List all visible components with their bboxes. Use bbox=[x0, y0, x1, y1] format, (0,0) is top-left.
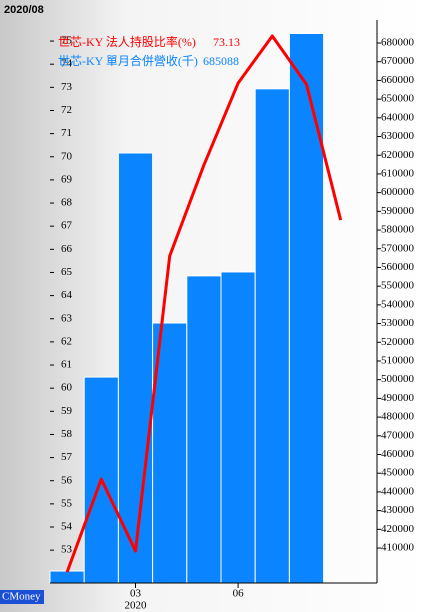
y-tick-label: 54 bbox=[61, 521, 73, 533]
y-tick-label: 68 bbox=[61, 197, 73, 209]
y2-tick-label: 650000 bbox=[381, 93, 415, 105]
y-tick-label: 61 bbox=[61, 359, 72, 371]
watermark: CMoney bbox=[2, 591, 41, 603]
y-tick-label: 72 bbox=[61, 104, 72, 116]
y2-tick-label: 490000 bbox=[381, 392, 415, 404]
y2-tick-label: 570000 bbox=[381, 242, 415, 254]
y-tick-label: 53 bbox=[61, 544, 73, 556]
y-tick-label: 58 bbox=[61, 428, 73, 440]
y-tick-label: 66 bbox=[61, 243, 73, 255]
y-tick-label: 65 bbox=[61, 266, 73, 278]
y2-tick-label: 540000 bbox=[381, 298, 415, 310]
bar bbox=[49, 570, 85, 584]
legend-label: 世芯-KY 法人持股比率(%) bbox=[58, 34, 196, 49]
y2-tick-label: 410000 bbox=[381, 542, 415, 554]
line bbox=[65, 34, 343, 573]
y-tick-label: 55 bbox=[61, 497, 73, 509]
y-tick-label: 57 bbox=[61, 451, 73, 463]
y-tick-label: 64 bbox=[61, 289, 73, 301]
y-tick-label: 73 bbox=[61, 81, 73, 93]
y2-tick-label: 560000 bbox=[381, 261, 415, 273]
y2-tick-label: 440000 bbox=[381, 485, 415, 497]
y2-tick-label: 670000 bbox=[381, 55, 415, 67]
y2-tick-label: 470000 bbox=[381, 429, 415, 441]
y-tick-label: 75 bbox=[61, 35, 73, 47]
y-tick-label: 74 bbox=[61, 58, 73, 70]
legend-value: 73.13 bbox=[213, 35, 240, 49]
y2-tick-label: 450000 bbox=[381, 467, 415, 479]
y2-tick-label: 480000 bbox=[381, 411, 415, 423]
bar bbox=[117, 152, 154, 584]
bar bbox=[220, 271, 256, 584]
legend-label: 世芯-KY 單月合併營收(千) bbox=[58, 53, 198, 68]
y-tick-label: 60 bbox=[61, 382, 73, 394]
x-year-label: 2020 bbox=[125, 600, 148, 612]
y2-tick-label: 680000 bbox=[381, 37, 415, 49]
y2-tick-label: 510000 bbox=[381, 355, 415, 367]
x-tick-label: 03 bbox=[130, 588, 142, 600]
watermark-bg bbox=[0, 590, 44, 604]
y2-tick-label: 620000 bbox=[381, 149, 415, 161]
y2-tick-label: 520000 bbox=[381, 336, 415, 348]
y2-tick-label: 630000 bbox=[381, 130, 415, 142]
bar bbox=[254, 88, 290, 584]
y2-tick-label: 590000 bbox=[381, 205, 415, 217]
chart-title: 2020/08 bbox=[4, 4, 44, 16]
y2-tick-label: 610000 bbox=[381, 167, 415, 179]
y2-tick-label: 660000 bbox=[381, 74, 415, 86]
y2-tick-label: 580000 bbox=[381, 224, 415, 236]
legend-value: 685088 bbox=[203, 54, 239, 68]
bar bbox=[288, 32, 325, 584]
y-tick-label: 63 bbox=[61, 312, 73, 324]
y-tick-label: 69 bbox=[61, 173, 73, 185]
y-tick-label: 71 bbox=[61, 127, 72, 139]
y2-tick-label: 550000 bbox=[381, 280, 415, 292]
y2-tick-label: 420000 bbox=[381, 523, 415, 535]
y2-tick-label: 640000 bbox=[381, 111, 415, 123]
y2-tick-label: 600000 bbox=[381, 186, 415, 198]
y-tick-label: 70 bbox=[61, 150, 73, 162]
y-tick-label: 67 bbox=[61, 220, 73, 232]
x-tick-label: 06 bbox=[233, 588, 245, 600]
y-tick-label: 59 bbox=[61, 405, 73, 417]
y2-tick-label: 530000 bbox=[381, 317, 415, 329]
y-tick-label: 56 bbox=[61, 474, 73, 486]
bar bbox=[186, 275, 222, 584]
y2-tick-label: 460000 bbox=[381, 448, 415, 460]
y2-tick-label: 430000 bbox=[381, 504, 415, 516]
y-tick-label: 62 bbox=[61, 335, 72, 347]
y2-tick-label: 500000 bbox=[381, 373, 415, 385]
